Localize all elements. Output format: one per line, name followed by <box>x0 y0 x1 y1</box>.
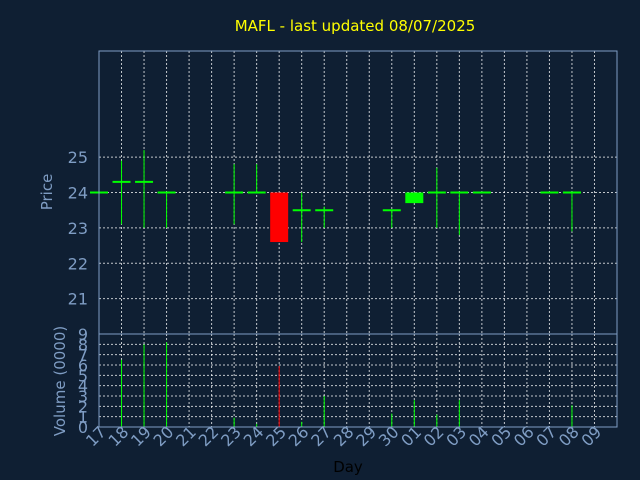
price-tick-label: 24 <box>68 184 88 203</box>
volume-tick-label: 5 <box>78 366 88 385</box>
price-grid <box>99 51 617 334</box>
price-candles <box>90 150 581 243</box>
price-tick-label: 22 <box>68 254 88 273</box>
volume-tick-label: 9 <box>78 325 88 344</box>
price-y-ticks: 21 22 23 24 25 <box>68 148 88 309</box>
x-ticks: 1718192021222324252627282930010203040506… <box>82 422 605 450</box>
volume-tick-label: 4 <box>78 377 88 396</box>
candle-body <box>405 192 424 204</box>
x-axis-label: Day <box>333 458 363 476</box>
chart-title: MAFL - last updated 08/07/2025 <box>235 17 476 35</box>
volume-grid <box>99 333 617 427</box>
price-axis-label: Price <box>38 174 56 211</box>
volume-bars <box>121 342 573 427</box>
volume-tick-label: 3 <box>78 387 88 406</box>
price-tick-label: 21 <box>68 290 88 309</box>
volume-tick-label: 0 <box>78 418 88 437</box>
volume-tick-label: 7 <box>78 346 88 365</box>
volume-axis-label: Volume (0000) <box>51 326 69 436</box>
volume-tick-label: 8 <box>78 335 88 354</box>
volume-tick-label: 1 <box>78 408 88 427</box>
price-tick-label: 25 <box>68 148 88 167</box>
candle-body <box>270 192 289 243</box>
volume-frame <box>98 333 618 428</box>
volume-tick-label: 2 <box>78 397 88 416</box>
volume-tick-label: 6 <box>78 356 88 375</box>
price-tick-label: 23 <box>68 219 88 238</box>
